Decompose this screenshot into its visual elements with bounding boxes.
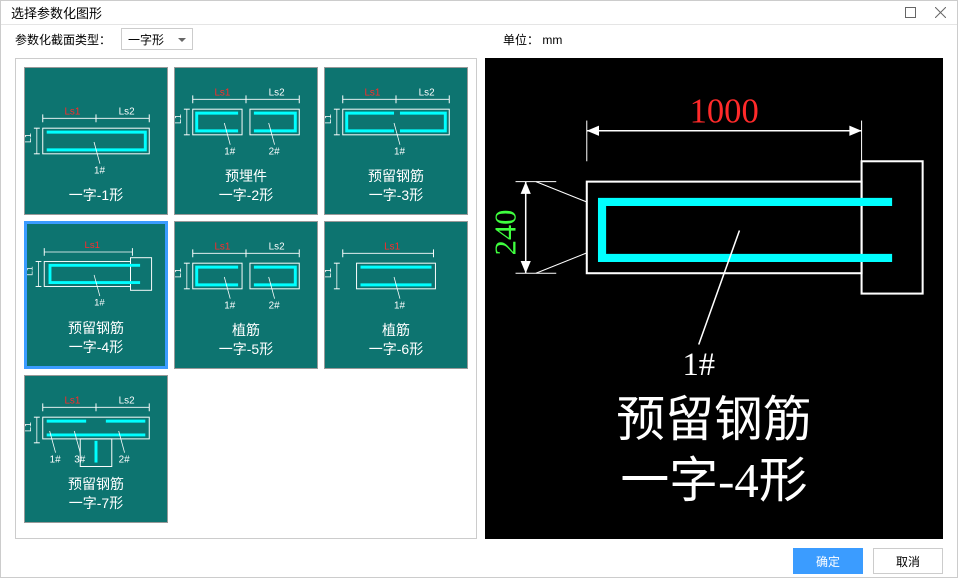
thumbnail-item[interactable]: Ls1 L1 1# 植筋一字-6形 xyxy=(324,221,468,369)
thumbnail-item[interactable]: Ls1 L1 1# 预留钢筋一字-4形 xyxy=(24,221,168,369)
svg-text:Ls1: Ls1 xyxy=(64,396,80,407)
svg-text:L1: L1 xyxy=(325,114,333,124)
svg-text:Ls2: Ls2 xyxy=(119,106,135,117)
type-value: 一字形 xyxy=(128,31,164,48)
svg-text:2#: 2# xyxy=(269,147,280,158)
svg-text:Ls1: Ls1 xyxy=(364,88,380,99)
svg-text:1#: 1# xyxy=(94,165,105,176)
svg-text:L1: L1 xyxy=(27,267,35,277)
svg-text:1#: 1# xyxy=(682,347,715,383)
ok-button[interactable]: 确定 xyxy=(793,548,863,574)
svg-text:2#: 2# xyxy=(119,455,130,466)
svg-text:Ls1: Ls1 xyxy=(85,241,100,252)
svg-text:Ls2: Ls2 xyxy=(119,396,135,407)
svg-text:3#: 3# xyxy=(74,455,85,466)
titlebar: 选择参数化图形 xyxy=(1,1,957,25)
thumbnail-label: 预留钢筋一字-4形 xyxy=(68,319,124,355)
preview-panel: 1000 240 1# 预留钢筋 一字-4形 xyxy=(485,58,943,539)
toolbar: 参数化截面类型： 一字形 单位： mm xyxy=(1,25,957,54)
thumbnail-label: 植筋一字-6形 xyxy=(369,321,423,357)
svg-text:2#: 2# xyxy=(269,301,280,312)
type-dropdown[interactable]: 一字形 xyxy=(121,28,193,50)
svg-text:1#: 1# xyxy=(394,147,405,158)
content: Ls1 Ls2 L1 1# 一字-1形 Ls1 Ls2 xyxy=(1,54,957,545)
svg-text:1#: 1# xyxy=(94,298,105,309)
svg-text:Ls1: Ls1 xyxy=(214,242,230,253)
svg-text:1#: 1# xyxy=(50,455,61,466)
thumbnail-item[interactable]: Ls1 Ls2 L1 1# xyxy=(174,221,318,369)
cancel-button[interactable]: 取消 xyxy=(873,548,943,574)
svg-text:Ls1: Ls1 xyxy=(64,106,80,117)
svg-text:1#: 1# xyxy=(224,301,235,312)
svg-text:Ls2: Ls2 xyxy=(269,88,285,99)
maximize-button[interactable] xyxy=(903,6,917,20)
thumbnail-item[interactable]: Ls1 Ls2 L1 xyxy=(24,375,168,523)
svg-text:L1: L1 xyxy=(175,268,183,278)
thumbnail-label: 植筋一字-5形 xyxy=(219,321,273,357)
svg-text:一字-4形: 一字-4形 xyxy=(620,453,807,508)
svg-text:Ls2: Ls2 xyxy=(269,242,285,253)
svg-text:L1: L1 xyxy=(25,133,33,143)
svg-text:预留钢筋: 预留钢筋 xyxy=(616,392,811,447)
close-icon xyxy=(935,7,946,18)
preview-drawing: 1000 240 1# 预留钢筋 一字-4形 xyxy=(485,58,943,539)
thumbnail-label: 一字-1形 xyxy=(69,186,123,204)
svg-text:L1: L1 xyxy=(175,114,183,124)
svg-text:1#: 1# xyxy=(394,301,405,312)
close-button[interactable] xyxy=(933,6,947,20)
window-controls xyxy=(903,6,947,20)
thumbnail-label: 预留钢筋一字-3形 xyxy=(368,167,424,203)
svg-text:L1: L1 xyxy=(325,268,333,278)
svg-text:L1: L1 xyxy=(25,422,33,432)
svg-text:Ls1: Ls1 xyxy=(384,242,400,253)
window-title: 选择参数化图形 xyxy=(11,3,903,22)
thumbnail-label: 预埋件一字-2形 xyxy=(219,167,273,203)
svg-text:Ls1: Ls1 xyxy=(214,88,230,99)
thumbnail-grid: Ls1 Ls2 L1 1# 一字-1形 Ls1 Ls2 xyxy=(15,58,477,539)
thumbnail-item[interactable]: Ls1 Ls2 L1 1# 预留钢筋一字-3形 xyxy=(324,67,468,215)
unit-label: 单位： mm xyxy=(503,31,562,48)
type-label: 参数化截面类型： xyxy=(15,31,111,48)
thumbnail-item[interactable]: Ls1 Ls2 L1 1# xyxy=(174,67,318,215)
dialog-window: 选择参数化图形 参数化截面类型： 一字形 单位： mm Ls1 Ls2 xyxy=(0,0,958,578)
svg-text:240: 240 xyxy=(489,209,523,255)
svg-text:1#: 1# xyxy=(224,147,235,158)
thumbnail-item[interactable]: Ls1 Ls2 L1 1# 一字-1形 xyxy=(24,67,168,215)
svg-text:Ls2: Ls2 xyxy=(419,88,435,99)
footer: 确定 取消 xyxy=(1,545,957,577)
svg-text:1000: 1000 xyxy=(690,92,759,130)
maximize-icon xyxy=(905,7,916,18)
thumbnail-label: 预留钢筋一字-7形 xyxy=(68,475,124,511)
